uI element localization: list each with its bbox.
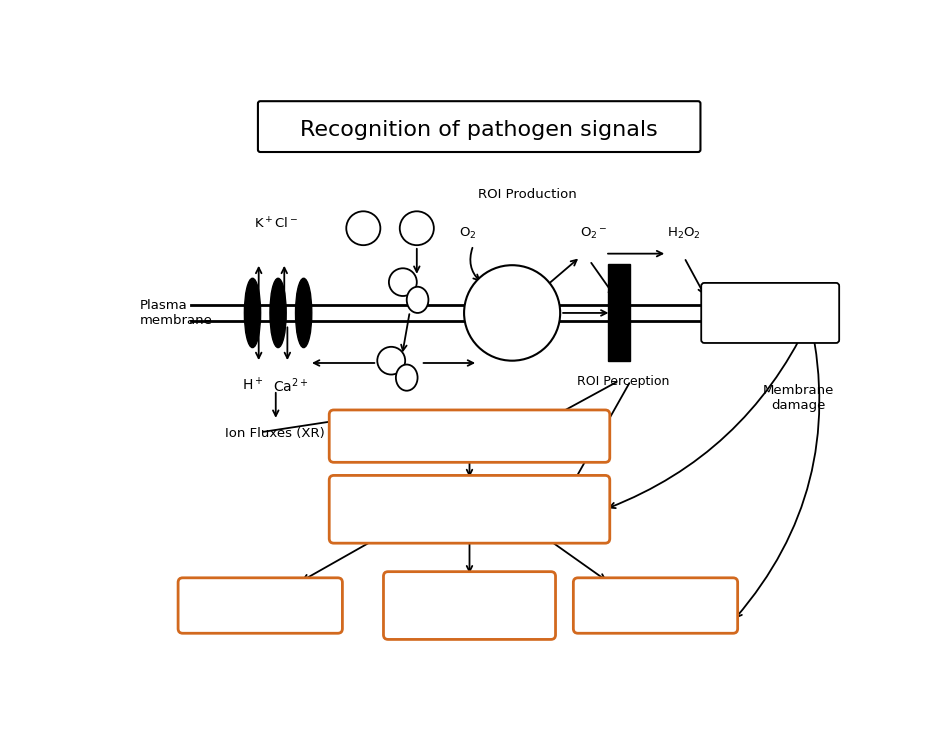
FancyBboxPatch shape <box>383 571 555 639</box>
FancyBboxPatch shape <box>178 578 342 633</box>
Ellipse shape <box>407 287 428 313</box>
Text: S: S <box>359 222 367 235</box>
Text: R: R <box>402 373 411 382</box>
Text: Ca$^{2+}$: Ca$^{2+}$ <box>273 376 309 394</box>
Text: ROI protectant
mechanisms: ROI protectant mechanisms <box>413 589 525 622</box>
Text: ROI Production: ROI Production <box>478 188 577 201</box>
Ellipse shape <box>270 279 286 347</box>
FancyBboxPatch shape <box>701 283 840 343</box>
Ellipse shape <box>295 279 311 347</box>
Text: S: S <box>399 277 407 287</box>
Circle shape <box>346 211 381 245</box>
Ellipse shape <box>396 365 418 391</box>
Text: S: S <box>412 222 422 235</box>
Text: Plasma
membrane: Plasma membrane <box>140 299 213 327</box>
Text: Defense genes: Defense genes <box>203 598 318 613</box>
Text: O$_2$: O$_2$ <box>459 226 477 241</box>
Text: Cell death: Cell death <box>616 598 695 613</box>
Circle shape <box>464 265 560 361</box>
Text: H$_2$O$_2$: H$_2$O$_2$ <box>668 226 701 241</box>
Ellipse shape <box>244 279 261 347</box>
Text: S: S <box>387 356 396 366</box>
Circle shape <box>400 211 434 245</box>
Text: Ion Fluxes (XR): Ion Fluxes (XR) <box>225 427 325 440</box>
Bar <box>609 264 630 362</box>
Text: Membrane
damage: Membrane damage <box>763 384 835 412</box>
Text: oxidase: oxidase <box>488 316 536 329</box>
FancyBboxPatch shape <box>258 101 700 152</box>
Text: NADPH: NADPH <box>487 299 537 311</box>
Circle shape <box>378 347 405 374</box>
FancyBboxPatch shape <box>329 410 610 462</box>
Text: R: R <box>413 295 422 305</box>
Text: H$^+$: H$^+$ <box>242 376 264 394</box>
Text: Transcriptional
activation: Transcriptional activation <box>409 490 530 529</box>
Text: Lipid peroxidation: Lipid peroxidation <box>711 306 830 320</box>
Text: K$^+$Cl$^-$: K$^+$Cl$^-$ <box>253 217 298 232</box>
FancyBboxPatch shape <box>573 578 738 633</box>
Text: ROI Perception: ROI Perception <box>577 374 669 388</box>
Text: O$_2$$^-$: O$_2$$^-$ <box>581 226 608 241</box>
Text: Recognition of pathogen signals: Recognition of pathogen signals <box>300 120 657 140</box>
Circle shape <box>389 268 417 296</box>
Text: Intracellular signaling: Intracellular signaling <box>380 427 559 445</box>
FancyBboxPatch shape <box>329 475 610 543</box>
